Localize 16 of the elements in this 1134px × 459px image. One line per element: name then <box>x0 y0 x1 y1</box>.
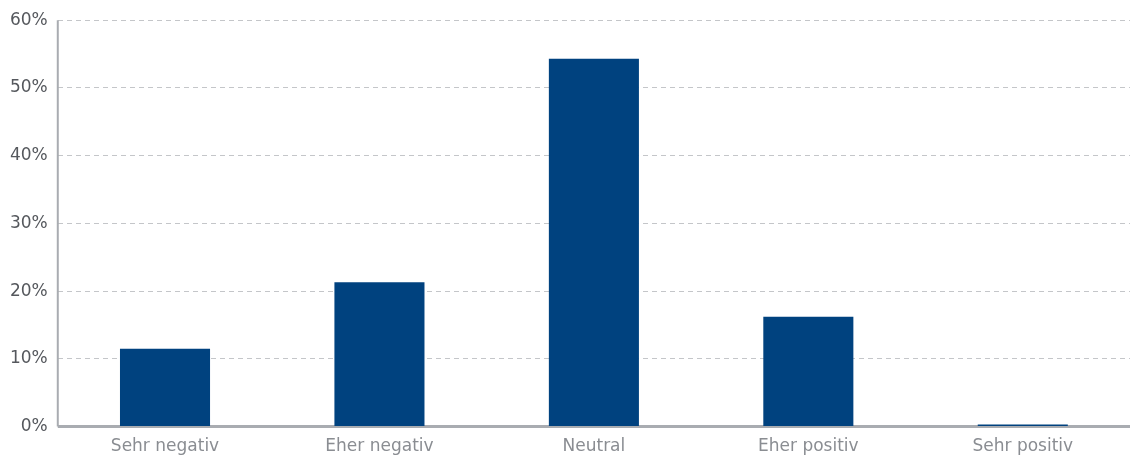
x-tick-label: Sehr negativ <box>110 435 220 456</box>
y-tick-label: 30% <box>9 211 48 232</box>
bar <box>119 348 211 427</box>
y-tick-label: 50% <box>9 76 48 97</box>
y-tick-label: 0% <box>20 415 48 436</box>
y-tick-label: 10% <box>9 347 48 368</box>
x-tick-label: Eher positiv <box>758 435 859 456</box>
y-tick-label: 40% <box>9 144 48 165</box>
bar <box>763 316 854 427</box>
y-tick-label: 60% <box>9 8 48 29</box>
bar <box>548 58 639 427</box>
x-tick-label: Eher negativ <box>325 435 434 456</box>
bar <box>334 282 425 427</box>
x-tick-label: Sehr positiv <box>972 435 1074 456</box>
x-tick-label: Neutral <box>562 435 626 456</box>
y-tick-label: 20% <box>9 279 48 300</box>
